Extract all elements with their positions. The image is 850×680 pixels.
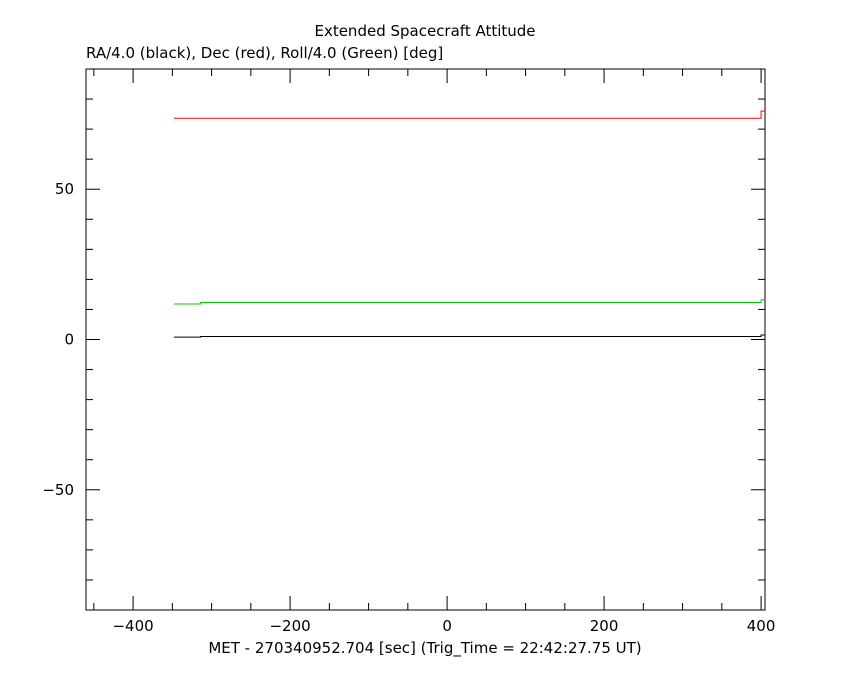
x-tick-label: 0 xyxy=(442,617,452,635)
x-tick-label: −400 xyxy=(112,617,153,635)
chart-subtitle: RA/4.0 (black), Dec (red), Roll/4.0 (Gre… xyxy=(86,44,444,62)
x-tick-label: 400 xyxy=(747,617,776,635)
plot-frame xyxy=(85,68,766,611)
chart-title: Extended Spacecraft Attitude xyxy=(314,22,536,40)
x-axis-label: MET - 270340952.704 [sec] (Trig_Time = 2… xyxy=(208,639,642,657)
ra-series-line xyxy=(173,334,765,338)
y-tick-label: 50 xyxy=(55,180,74,198)
roll-series-line xyxy=(173,299,765,305)
x-tick-label: 200 xyxy=(590,617,619,635)
x-tick-label: −200 xyxy=(269,617,310,635)
y-tick-label: −50 xyxy=(42,481,74,499)
y-tick-label: 0 xyxy=(64,331,74,349)
dec-series-line xyxy=(173,110,765,119)
